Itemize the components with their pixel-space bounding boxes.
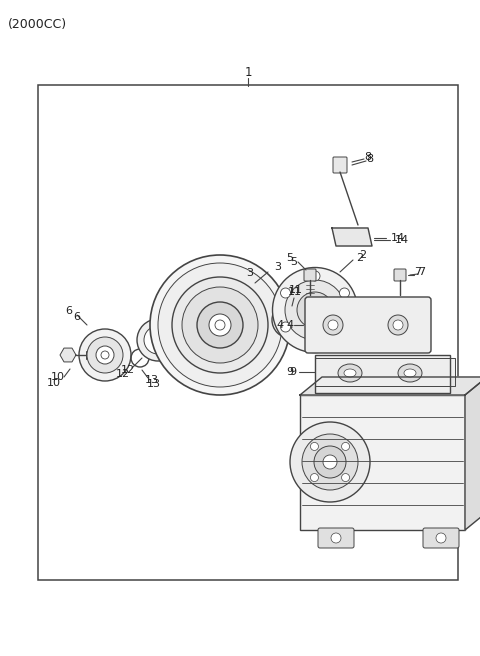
Text: 11: 11 [288,287,302,297]
Circle shape [311,474,318,482]
Ellipse shape [87,337,123,373]
FancyBboxPatch shape [318,528,354,548]
Text: 8: 8 [364,152,372,162]
Text: 2: 2 [357,253,363,263]
Ellipse shape [344,369,356,377]
Text: 13: 13 [147,379,161,389]
Ellipse shape [285,280,345,340]
Circle shape [310,271,320,281]
Text: 14: 14 [391,233,405,243]
Text: 9: 9 [287,367,294,377]
Text: 3: 3 [247,268,253,278]
Text: 12: 12 [121,365,135,375]
Ellipse shape [172,277,268,373]
Text: 9: 9 [289,367,297,377]
Ellipse shape [398,364,422,382]
FancyBboxPatch shape [394,269,406,281]
Text: 13: 13 [145,375,159,385]
Circle shape [323,315,343,335]
Polygon shape [332,228,372,246]
Ellipse shape [101,351,109,359]
Ellipse shape [280,310,300,330]
Text: 7: 7 [419,267,426,277]
Circle shape [311,442,318,451]
Text: 6: 6 [65,306,72,316]
Circle shape [310,339,320,349]
Polygon shape [315,358,455,386]
Text: 8: 8 [366,154,373,164]
Ellipse shape [308,303,322,317]
Ellipse shape [338,364,362,382]
Ellipse shape [150,255,290,395]
Text: 4: 4 [276,320,284,330]
Circle shape [280,288,290,298]
Ellipse shape [182,287,258,363]
Ellipse shape [340,363,430,381]
Circle shape [342,474,349,482]
Circle shape [314,446,346,478]
FancyBboxPatch shape [305,297,431,353]
Ellipse shape [215,320,225,330]
Ellipse shape [144,326,172,354]
Bar [300,395,465,530]
Circle shape [290,422,370,502]
Text: 10: 10 [47,378,61,388]
Circle shape [339,322,349,332]
Circle shape [302,434,358,490]
Circle shape [280,322,290,332]
Polygon shape [60,348,76,362]
FancyBboxPatch shape [304,269,316,281]
Text: 4: 4 [287,320,294,330]
Ellipse shape [96,346,114,364]
FancyBboxPatch shape [333,157,347,173]
Text: 12: 12 [116,369,130,379]
Ellipse shape [297,292,333,328]
Text: 7: 7 [414,267,421,277]
Ellipse shape [272,302,308,338]
Text: 5: 5 [290,257,298,267]
Text: (2000CC): (2000CC) [8,18,67,31]
Circle shape [323,455,337,469]
FancyBboxPatch shape [423,528,459,548]
Bar [315,355,450,393]
Ellipse shape [158,263,282,387]
Ellipse shape [273,268,358,352]
Text: 11: 11 [289,285,303,295]
Text: 10: 10 [51,372,65,382]
Text: 1: 1 [244,66,252,79]
Ellipse shape [197,302,243,348]
Circle shape [388,315,408,335]
Text: 6: 6 [73,312,81,322]
Circle shape [328,320,338,330]
Text: 14: 14 [395,235,409,245]
Circle shape [331,533,341,543]
Text: 2: 2 [360,250,367,260]
Ellipse shape [209,314,231,336]
Polygon shape [300,377,480,395]
Polygon shape [465,377,480,530]
Ellipse shape [404,369,416,377]
Circle shape [342,442,349,451]
Bar [38,85,458,580]
Circle shape [436,533,446,543]
Ellipse shape [137,319,179,361]
Text: 5: 5 [287,253,293,263]
Ellipse shape [79,329,131,381]
Circle shape [339,288,349,298]
Text: 3: 3 [275,262,281,272]
Circle shape [393,320,403,330]
